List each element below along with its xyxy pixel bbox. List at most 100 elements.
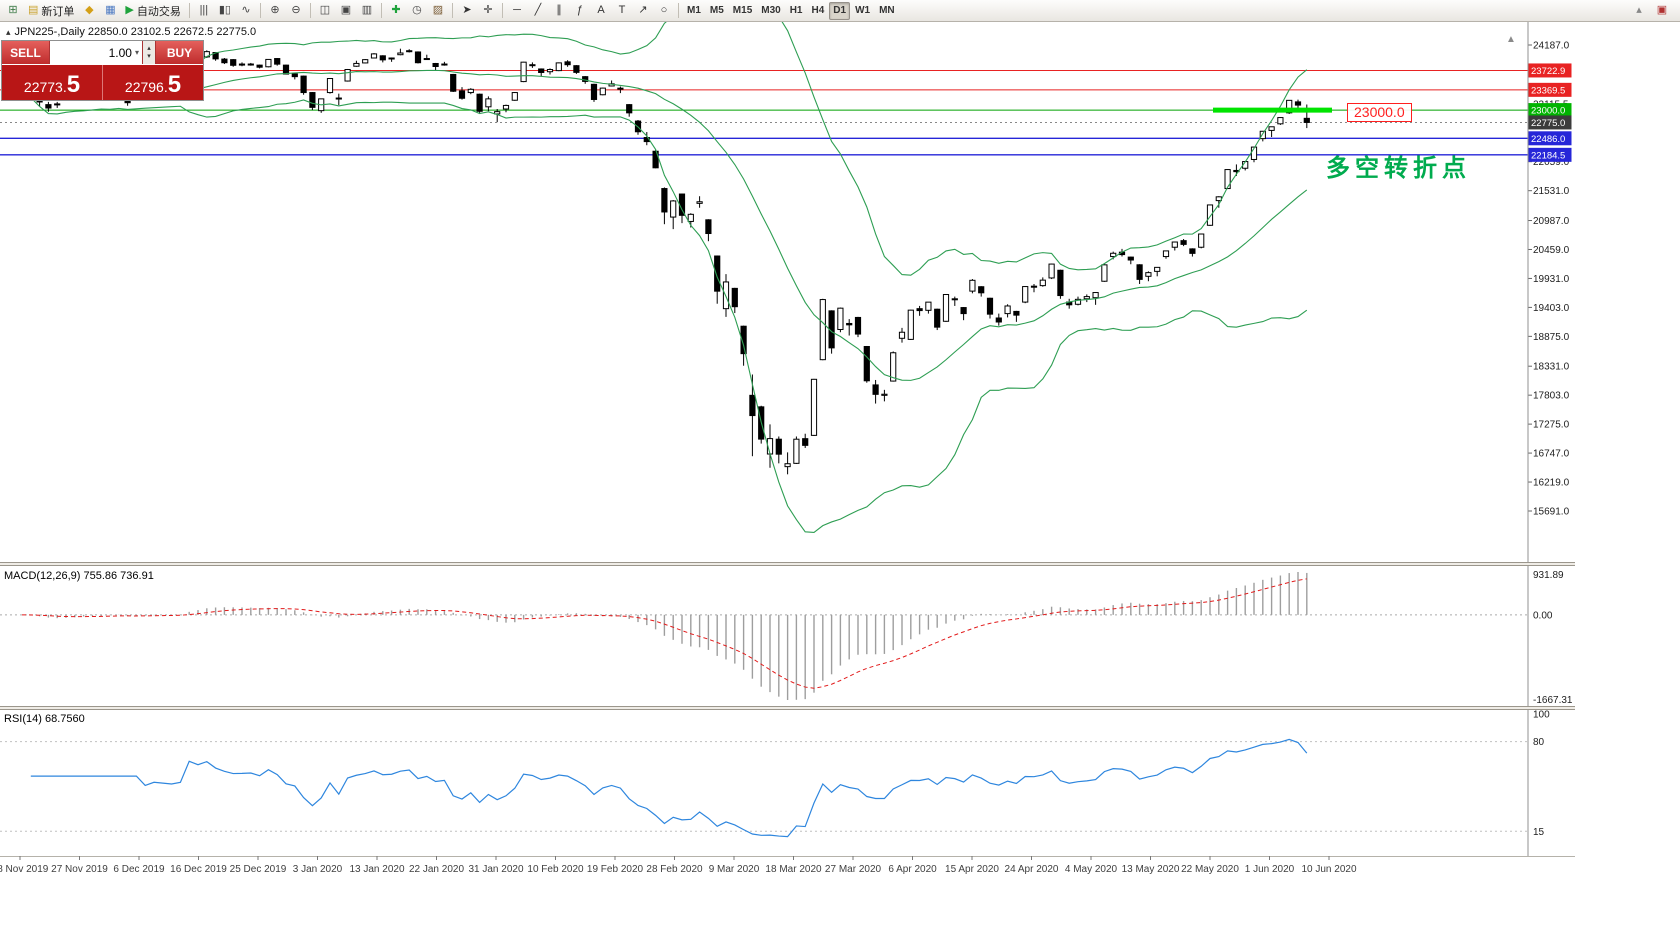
candlestick-mode-icon: ▮▯ [218,4,231,16]
cascade-windows-button[interactable]: ▣ [336,2,356,20]
timeframe-w1-button[interactable]: W1 [851,2,874,20]
svg-text:15: 15 [1533,827,1545,838]
main-chart-canvas[interactable]: 24187.023115.522059.021531.020987.020459… [0,22,1575,562]
macd-panel-canvas[interactable]: 931.89 0.00 -1667.31 [0,566,1575,706]
new-chart-icon: ⊞ [8,4,18,16]
new-chart-button[interactable]: ⊞ [3,2,23,20]
data-window-button[interactable]: ▦ [100,2,120,20]
rsi-panel-canvas[interactable]: 100 80 15 [0,710,1575,856]
timeframe-m1-button[interactable]: M1 [683,2,705,20]
svg-text:24187.0: 24187.0 [1533,41,1570,52]
toolbar-overflow-icon: ▴ [1636,4,1642,16]
timeframe-d1-button[interactable]: D1 [829,1,851,20]
timeframe-h4-button[interactable]: H4 [808,2,829,20]
chart-scroll-up-icon[interactable]: ▲ [1506,34,1516,45]
svg-text:22486.0: 22486.0 [1531,134,1565,145]
cursor-button[interactable]: ➤ [457,2,477,20]
svg-text:22059.0: 22059.0 [1533,157,1570,168]
arrange-windows-button[interactable]: ▥ [357,2,377,20]
chart-profiles-button[interactable]: ◆ [79,2,99,20]
timeframe-mn-label: MN [879,5,895,16]
buy-price-panel[interactable]: 22796. 5 [102,65,203,100]
toolbar-overflow-button[interactable]: ▴ [1629,2,1649,20]
zoom-in-icon: ⊕ [270,4,280,16]
svg-text:9 Mar 2020: 9 Mar 2020 [709,864,760,875]
ellipse-icon: ○ [660,4,668,16]
toolbar-separator [451,3,453,18]
volume-dropdown-icon[interactable]: ▾ [134,48,139,57]
periods-button[interactable]: ◷ [407,2,427,20]
text-icon: A [597,4,605,16]
line-chart-mode-button[interactable]: ∿ [236,2,256,20]
horizontal-line-icon: ─ [513,4,521,16]
templates-button[interactable]: ▨ [428,2,448,20]
chart-title-text: JPN225-,Daily 22850.0 23102.5 22672.5 22… [14,26,257,38]
autotrading-button[interactable]: ▶ 自动交易 [121,2,184,20]
autotrading-icon: ▶ [125,4,134,16]
volume-stepper-up-icon[interactable]: ▴ [147,44,151,52]
tile-windows-button[interactable]: ◫ [315,2,335,20]
toolbar-separator [188,3,190,18]
sell-price-panel[interactable]: 22773. 5 [2,65,102,100]
equidistant-channel-button[interactable]: ∥ [549,2,569,20]
turning-point-annotation[interactable]: 多空转折点 [1326,155,1471,182]
svg-text:0.00: 0.00 [1533,610,1553,621]
chart-window-icon: ▴ [6,26,11,37]
trendline-button[interactable]: ╱ [528,2,548,20]
timeframe-m30-button[interactable]: M30 [757,2,784,20]
cascade-windows-icon: ▣ [340,4,352,16]
svg-text:15691.0: 15691.0 [1533,507,1570,518]
timeframe-m30-label: M30 [761,5,781,16]
svg-text:4 May 2020: 4 May 2020 [1065,864,1118,875]
macd-label: MACD(12,26,9) 755.86 736.91 [4,570,154,582]
timeframe-d1-label: D1 [833,5,847,16]
ellipse-button[interactable]: ○ [654,2,674,20]
volume-stepper[interactable]: ▴ ▾ [143,41,156,64]
toolbar-separator [501,3,503,18]
crosshair-button[interactable]: ✛ [478,2,498,20]
svg-text:22 Jan 2020: 22 Jan 2020 [409,864,464,875]
svg-text:23369.5: 23369.5 [1531,85,1565,96]
buy-button[interactable]: BUY [156,41,203,64]
volume-stepper-down-icon[interactable]: ▾ [147,52,151,60]
svg-text:18875.0: 18875.0 [1533,332,1570,343]
timeframe-h1-button[interactable]: H1 [786,2,807,20]
svg-text:931.89: 931.89 [1533,570,1564,581]
fibonacci-button[interactable]: ƒ [570,2,590,20]
one-click-trading-panel: SELL 1.00 ▾ ▴ ▾ BUY 22773. 5 22796. 5 [1,40,204,101]
autotrading-label: 自动交易 [136,5,181,18]
new-order-icon: ▤ [28,4,39,16]
text-label-button[interactable]: T [612,2,632,20]
candlestick-mode-button[interactable]: ▮▯ [215,2,235,20]
svg-text:3 Jan 2020: 3 Jan 2020 [293,864,343,875]
indicators-button[interactable]: ✚ [386,2,406,20]
svg-text:23000.0: 23000.0 [1531,106,1565,117]
timeframe-m5-button[interactable]: M5 [706,2,728,20]
svg-text:20459.0: 20459.0 [1533,245,1570,256]
text-label-icon: T [618,4,626,16]
sell-button[interactable]: SELL [2,41,49,64]
arrows-button[interactable]: ↗ [633,2,653,20]
sell-price-main: 22773. [23,78,67,95]
horizontal-line-button[interactable]: ─ [507,2,527,20]
timeframe-m15-button[interactable]: M15 [729,2,756,20]
new-order-button[interactable]: ▤ 新订单 [24,2,78,20]
volume-input[interactable]: 1.00 ▾ [49,41,143,64]
svg-text:6 Apr 2020: 6 Apr 2020 [888,864,937,875]
zoom-in-button[interactable]: ⊕ [265,2,285,20]
svg-text:19403.0: 19403.0 [1533,303,1570,314]
rsi-panel-splitter[interactable] [0,706,1575,710]
svg-text:16747.0: 16747.0 [1533,449,1570,460]
text-button[interactable]: A [591,2,611,20]
price-annotation-label[interactable]: 23000.0 [1347,103,1412,122]
timeframe-mn-button[interactable]: MN [875,2,899,20]
macd-panel-splitter[interactable] [0,562,1575,566]
toolbar-extra-button[interactable]: ▣ [1652,2,1672,20]
svg-text:18 Mar 2020: 18 Mar 2020 [765,864,822,875]
cursor-icon: ➤ [462,4,472,16]
timeframe-h4-label: H4 [811,5,825,16]
bar-chart-mode-button[interactable]: ||| [194,2,214,20]
zoom-out-button[interactable]: ⊖ [286,2,306,20]
new-order-label: 新订单 [41,5,75,18]
